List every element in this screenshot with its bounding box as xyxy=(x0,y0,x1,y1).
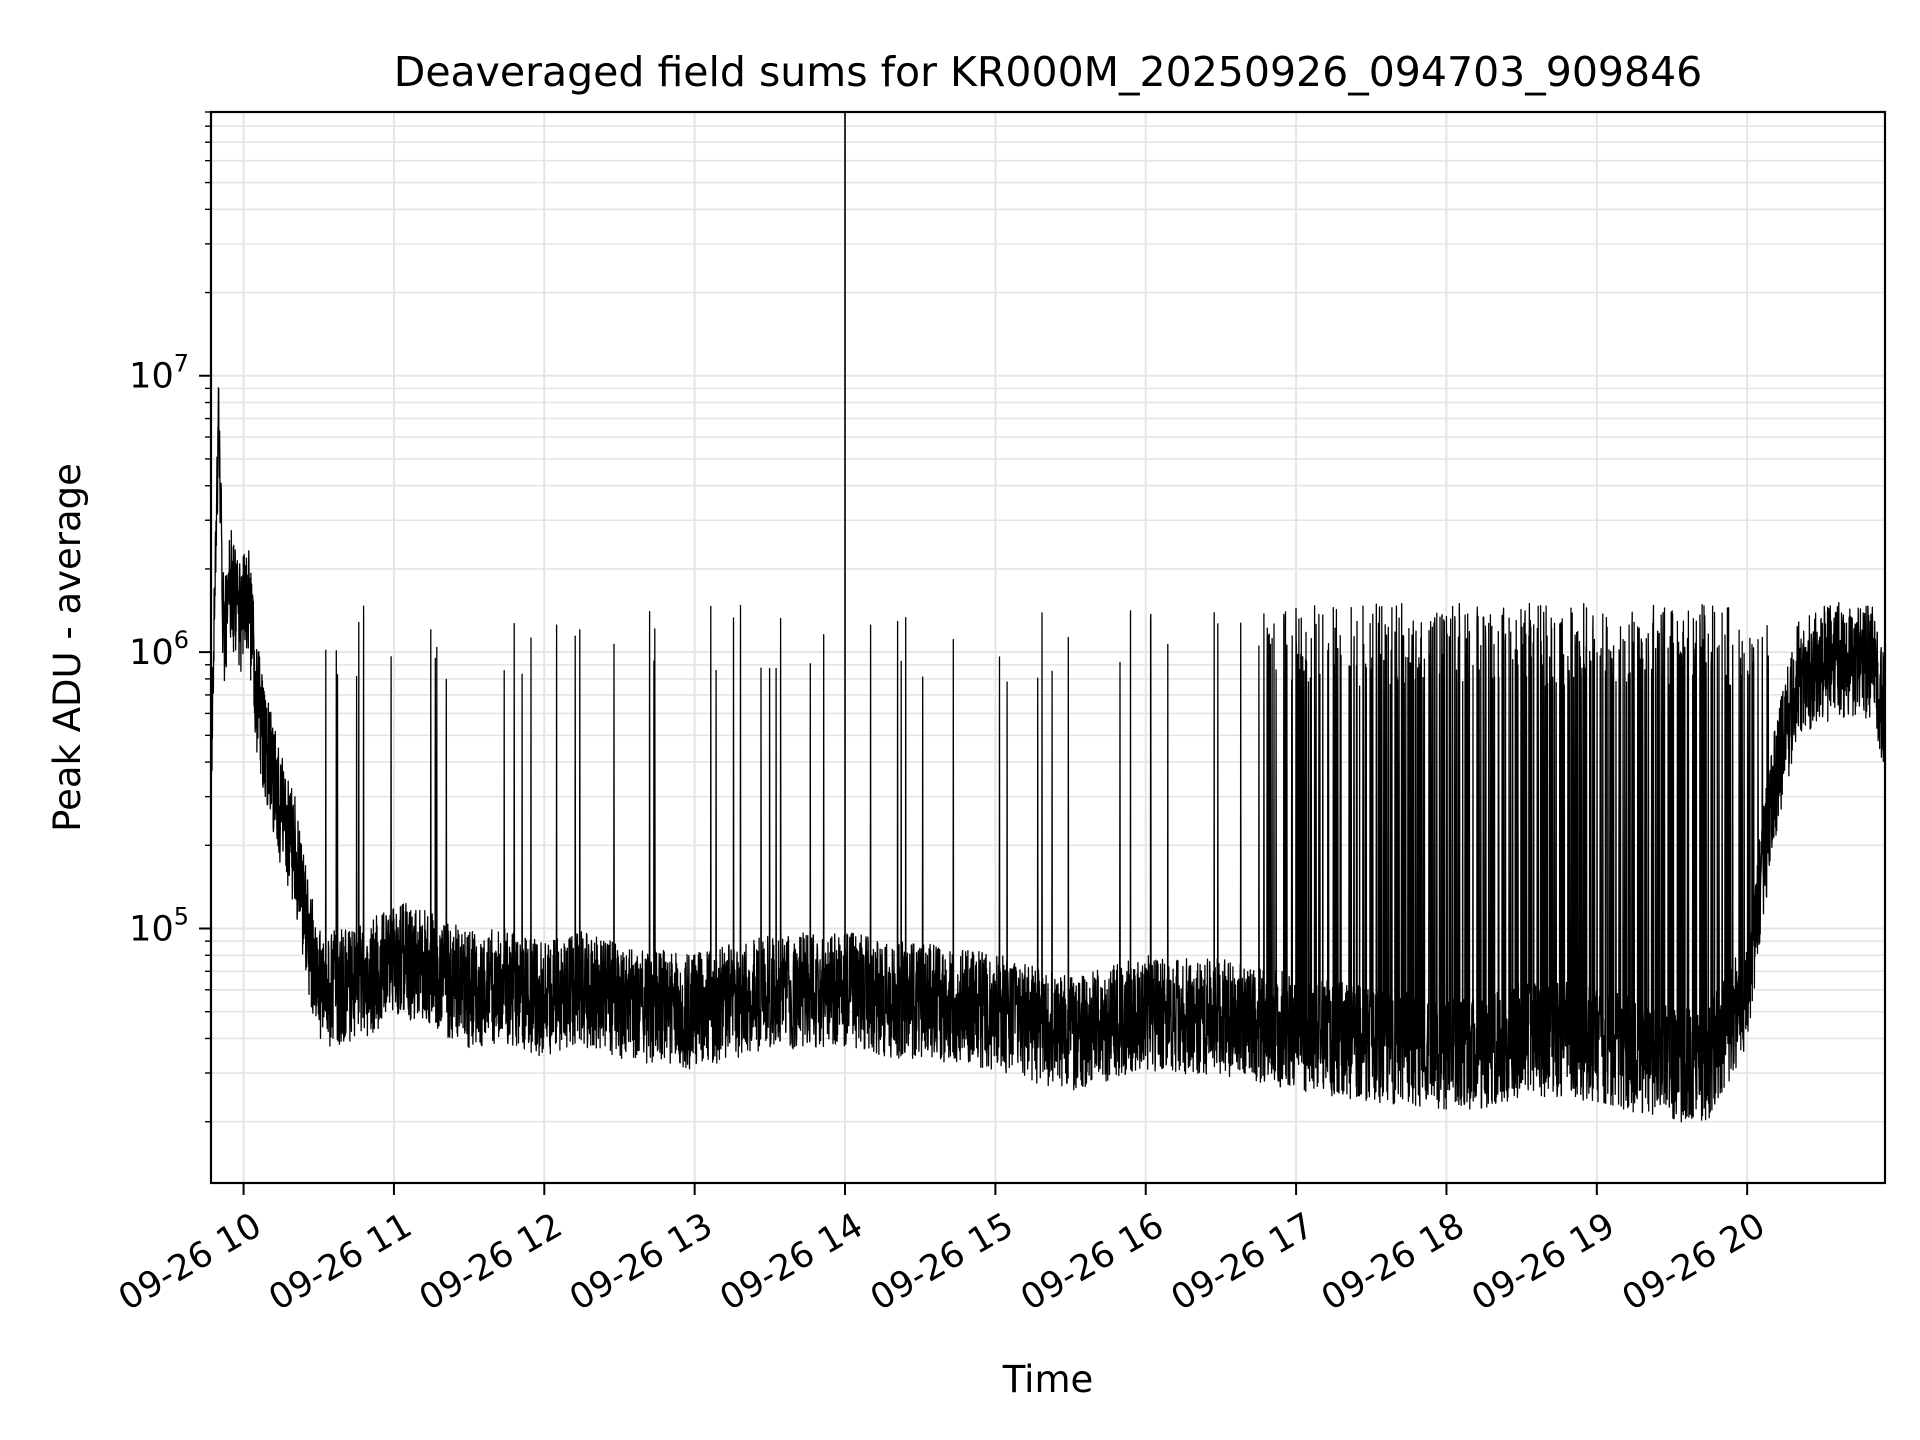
y-axis-label: Peak ADU - average xyxy=(46,463,89,832)
y-tick-label: 105 xyxy=(129,903,189,950)
y-tick-labels: 105 106 107 xyxy=(129,350,189,950)
plot-frame xyxy=(209,110,1887,1185)
y-tick-label: 107 xyxy=(129,350,189,397)
x-axis-label: Time xyxy=(1002,1358,1094,1401)
data-series xyxy=(210,112,1886,1123)
series-line xyxy=(210,387,1886,1123)
chart-title: Deaveraged field sums for KR000M_2025092… xyxy=(394,48,1703,96)
y-tick-label: 106 xyxy=(129,626,189,673)
tick-marks xyxy=(199,111,1749,1195)
